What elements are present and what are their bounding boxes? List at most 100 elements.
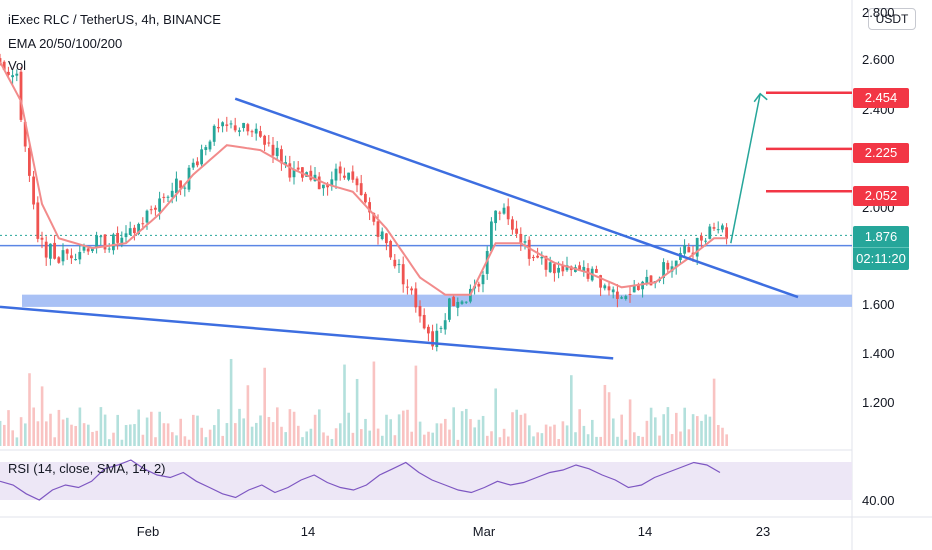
candle-body [162, 196, 166, 198]
candle-body [502, 207, 506, 214]
volume-bar [498, 437, 502, 446]
volume-bar [448, 429, 451, 446]
volume-bar [397, 414, 401, 446]
volume-bar [66, 417, 69, 446]
candle-body [49, 243, 52, 259]
candle-body [158, 198, 161, 212]
volume-bar [418, 421, 422, 446]
candle-body [107, 248, 111, 250]
volume-bar [78, 407, 82, 446]
candle-body [595, 269, 598, 273]
candle-body [32, 176, 35, 205]
volume-bar [620, 414, 623, 446]
volume-bar [582, 425, 586, 446]
candle-body [641, 281, 644, 290]
volume-bar [87, 424, 90, 446]
volume-bar [141, 434, 145, 446]
volume-indicator-label[interactable]: Vol [8, 58, 27, 73]
candle-body [548, 262, 552, 273]
candle-body [246, 124, 250, 132]
volume-bar [103, 414, 107, 446]
candle-body [607, 286, 611, 291]
volume-bar [561, 421, 565, 446]
candle-body [137, 223, 140, 235]
volume-bar [112, 432, 115, 446]
candle-body [53, 242, 56, 259]
volume-bar [187, 439, 191, 446]
volume-bar [28, 373, 31, 446]
volume-bar [7, 410, 10, 446]
volume-bar [271, 422, 275, 446]
volume-bar [528, 425, 531, 446]
candle-body [393, 259, 397, 267]
candle-body [212, 125, 216, 142]
volume-bar [670, 434, 674, 446]
volume-bar [154, 437, 157, 446]
volume-bar [708, 416, 712, 446]
candle-body [124, 233, 128, 238]
candle-body [553, 264, 556, 274]
candle-body [695, 237, 699, 257]
volume-bar [19, 417, 23, 446]
volume-bar [725, 434, 728, 446]
volume-bar [70, 424, 73, 446]
candle-body [229, 123, 233, 125]
volume-bar [553, 424, 556, 446]
candle-body [179, 180, 182, 189]
volume-bar [536, 432, 539, 446]
volume-bar [318, 409, 321, 446]
volume-bar [82, 423, 86, 446]
candle-body [317, 176, 321, 190]
support-zone [22, 294, 852, 307]
candle-body [540, 256, 544, 259]
volume-bar [507, 436, 510, 446]
volume-bar [691, 414, 695, 446]
candle-body [448, 298, 451, 320]
candle-body [704, 240, 707, 242]
volume-bar [574, 432, 577, 446]
candle-body [288, 163, 292, 178]
volume-bar [225, 423, 229, 446]
volume-bar [238, 408, 241, 446]
candle-body [624, 296, 628, 299]
rsi-indicator-label[interactable]: RSI (14, close, SMA, 14, 2) [8, 461, 166, 476]
volume-bar [339, 423, 342, 446]
candle-body [561, 265, 565, 272]
candle-body [406, 286, 409, 288]
volume-bar [469, 419, 472, 446]
candle-body [347, 172, 350, 180]
volume-bar [292, 411, 296, 446]
ema-indicator-label[interactable]: EMA 20/50/100/200 [8, 36, 123, 51]
volume-bar [129, 424, 132, 446]
volume-bar [372, 361, 376, 446]
volume-bar [704, 414, 707, 446]
volume-bar [381, 435, 384, 446]
candle-body [200, 149, 203, 165]
volume-bar [313, 414, 317, 446]
candle-body [611, 289, 615, 293]
volume-bar [481, 415, 485, 446]
symbol-title[interactable]: iExec RLC / TetherUS, 4h, BINANCE [8, 12, 221, 27]
rsi-band [0, 462, 852, 500]
currency-unit-button[interactable]: USDT [868, 8, 916, 30]
candle-body [191, 162, 195, 168]
volume-bar [444, 418, 447, 446]
volume-bar [368, 430, 371, 446]
rsi-line [0, 459, 721, 501]
candle-body [385, 233, 388, 244]
candle-body [149, 209, 153, 211]
volume-bar [591, 419, 594, 446]
candle-body [7, 71, 10, 76]
volume-bar [158, 411, 161, 446]
volume-bar [452, 407, 455, 446]
volume-bar [549, 426, 552, 446]
candle-body [490, 221, 493, 252]
candle-body [322, 184, 325, 189]
volume-bar [208, 429, 212, 446]
volume-bar [439, 423, 443, 446]
volume-bar [477, 419, 481, 446]
candle-body [637, 284, 640, 291]
candle-body [82, 246, 86, 251]
candle-body [183, 187, 187, 189]
